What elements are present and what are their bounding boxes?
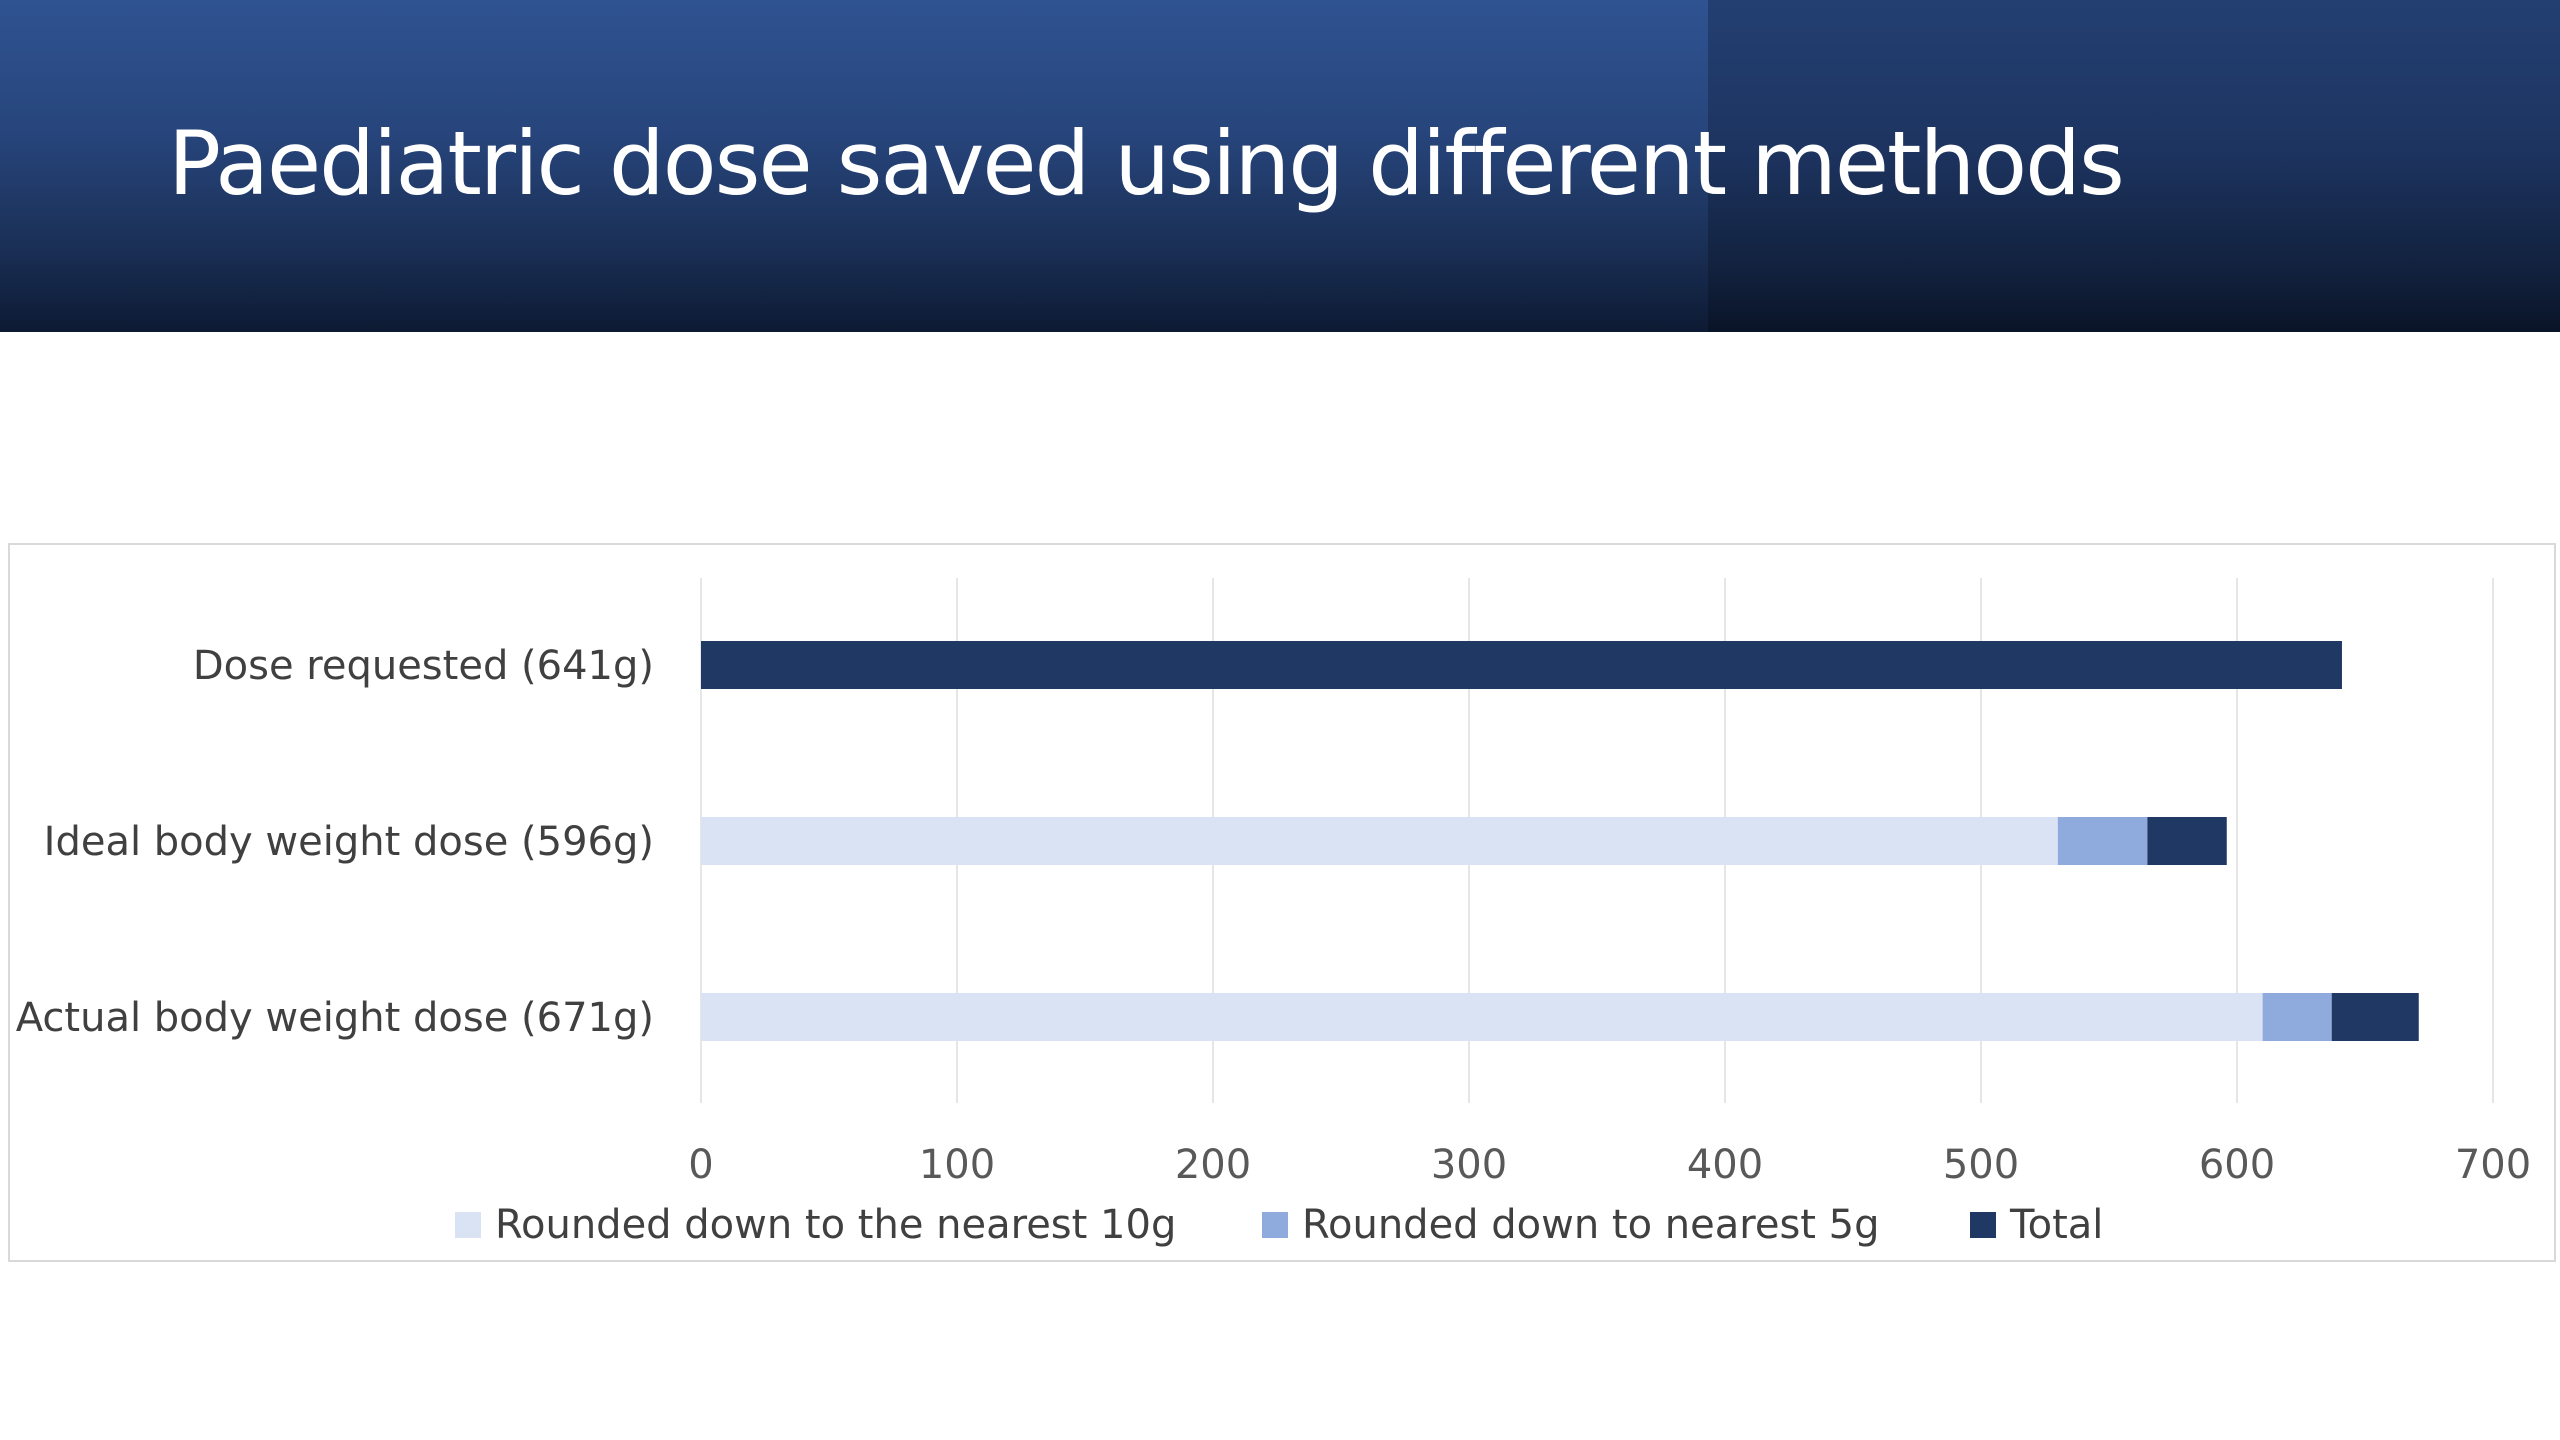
slide-title: Paediatric dose saved using different me… [168,112,2125,215]
bar-segment [2057,817,2148,865]
bars [701,641,2419,1041]
category-label: Actual body weight dose (671g) [16,995,654,1041]
bar-segment [701,817,2058,865]
legend-label: Rounded down to the nearest 10g [495,1202,1176,1248]
category-labels: Dose requested (641g) Ideal body weight d… [16,643,654,1041]
bar-segment [2262,993,2332,1041]
legend-swatch [1970,1212,1996,1238]
category-label: Ideal body weight dose (596g) [44,819,654,865]
bar-segment [2331,993,2419,1041]
x-tick-label: 600 [2199,1142,2275,1188]
category-label: Dose requested (641g) [193,643,654,689]
bar-segment [2147,817,2227,865]
x-tick-label: 400 [1687,1142,1763,1188]
bar-segment [701,993,2263,1041]
bar-segment [701,641,2342,689]
title-banner: Paediatric dose saved using different me… [0,0,2560,332]
x-tick-label: 500 [1943,1142,2019,1188]
x-tick-label: 100 [919,1142,995,1188]
x-tick-label: 200 [1175,1142,1251,1188]
legend-label: Rounded down to nearest 5g [1302,1202,1880,1248]
x-tick-labels: 0 100 200 300 400 500 600 700 [688,1142,2531,1188]
banner-right-panel [1708,0,2560,332]
legend-swatch [1262,1212,1288,1238]
x-tick-label: 700 [2455,1142,2531,1188]
x-tick-label: 300 [1431,1142,1507,1188]
x-tick-label: 0 [688,1142,713,1188]
legend-label: Total [2009,1202,2103,1248]
legend-swatch [455,1212,481,1238]
legend: Rounded down to the nearest 10g Rounded d… [455,1202,2103,1248]
